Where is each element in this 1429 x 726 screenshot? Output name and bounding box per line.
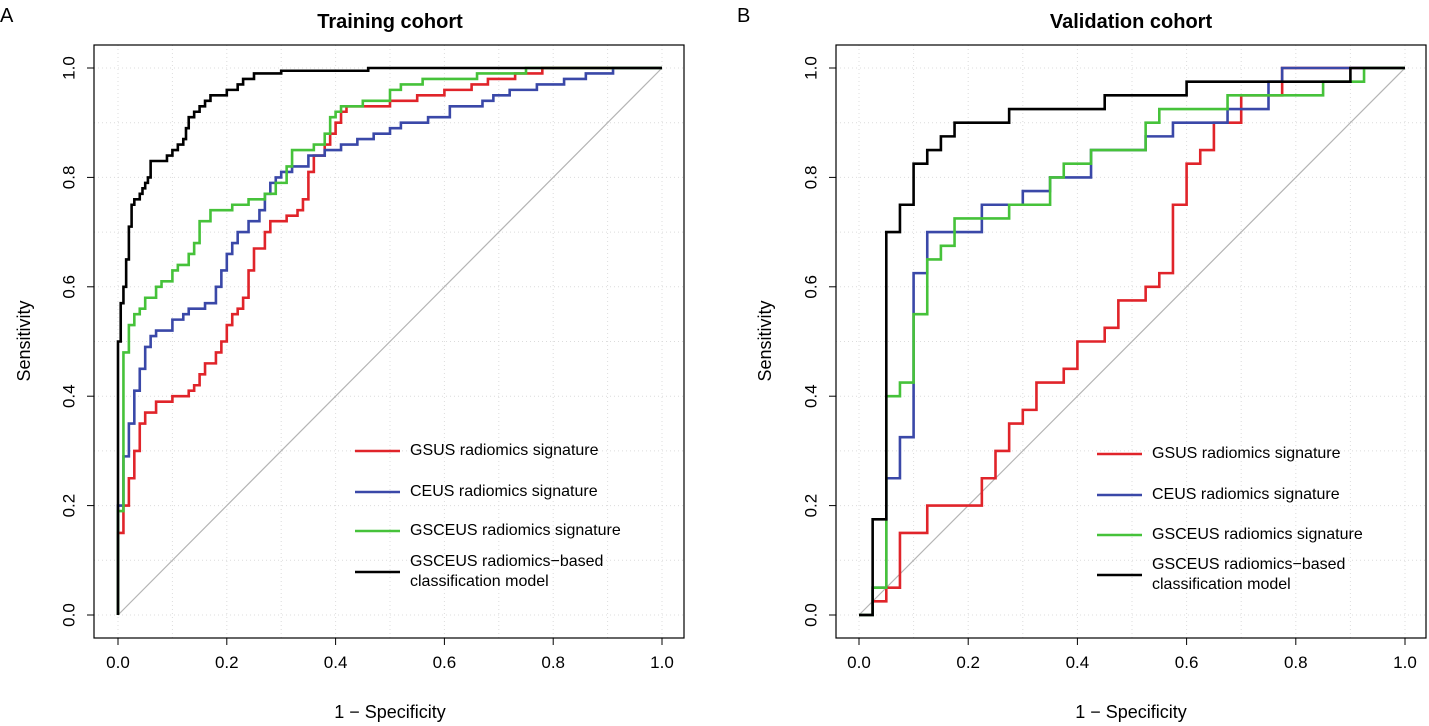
plot-frame bbox=[93, 44, 685, 639]
x-axis-label: 1 − Specificity bbox=[334, 702, 446, 722]
y-tick-label: 1.0 bbox=[59, 56, 78, 80]
chart-panel-2: B Validation cohort 0.0 0.0 0.2 0.2 0.4 0.4 0.6 0… bbox=[737, 5, 1427, 722]
y-tick-label: 1.0 bbox=[801, 56, 820, 80]
legend-label: classification model bbox=[1152, 576, 1291, 593]
x-tick-label: 0.0 bbox=[847, 653, 871, 672]
roc-curve-model bbox=[116, 66, 662, 615]
legend-label: GSCEUS radiomics−based bbox=[410, 553, 603, 570]
legend-label: GSUS radiomics signature bbox=[1152, 445, 1341, 462]
x-tick-label: 0.0 bbox=[106, 653, 130, 672]
chart-title: Validation cohort bbox=[1050, 11, 1213, 33]
legend-label: CEUS radiomics signature bbox=[1152, 486, 1340, 503]
x-tick-label: 1.0 bbox=[1393, 653, 1417, 672]
roc-curve-gsceus bbox=[859, 66, 1405, 617]
y-tick-label: 0.6 bbox=[801, 275, 820, 299]
y-tick-label: 0.8 bbox=[59, 166, 78, 190]
panel-letter: B bbox=[737, 5, 750, 27]
legend-label: classification model bbox=[410, 573, 549, 590]
roc-curve-gsceus bbox=[116, 66, 662, 615]
y-tick-label: 0.4 bbox=[801, 384, 820, 408]
roc-curve-ceus bbox=[859, 66, 1405, 617]
legend: GSUS radiomics signature CEUS radiomics s… bbox=[355, 442, 621, 590]
roc-curve-model bbox=[859, 66, 1405, 617]
legend-label: GSCEUS radiomics signature bbox=[1152, 526, 1363, 543]
y-tick-label: 0.4 bbox=[59, 384, 78, 408]
y-tick-label: 0.0 bbox=[59, 603, 78, 627]
y-tick-label: 0.8 bbox=[801, 166, 820, 190]
reference-diagonal-line bbox=[858, 67, 1406, 616]
x-tick-label: 0.2 bbox=[956, 653, 980, 672]
chart-title: Training cohort bbox=[317, 11, 463, 33]
legend: GSUS radiomics signature CEUS radiomics s… bbox=[1097, 445, 1363, 593]
panel-letter: A bbox=[0, 5, 14, 27]
roc-curve-gsus bbox=[859, 66, 1405, 617]
legend-label: GSCEUS radiomics signature bbox=[410, 522, 621, 539]
legend-label: CEUS radiomics signature bbox=[410, 483, 598, 500]
chart-panel-1: A Training cohort 0.0 0.0 0.2 0.2 0.4 0.4 0.6 0.6… bbox=[0, 5, 685, 722]
legend-label: GSCEUS radiomics−based bbox=[1152, 556, 1345, 573]
x-tick-label: 1.0 bbox=[650, 653, 674, 672]
y-tick-label: 0.2 bbox=[801, 494, 820, 518]
y-tick-label: 0.6 bbox=[59, 275, 78, 299]
plot-frame bbox=[835, 44, 1427, 639]
x-tick-label: 0.6 bbox=[433, 653, 457, 672]
x-tick-label: 0.8 bbox=[1284, 653, 1308, 672]
x-tick-label: 0.8 bbox=[541, 653, 565, 672]
x-tick-label: 0.4 bbox=[324, 653, 348, 672]
y-axis-label: Sensitivity bbox=[14, 300, 34, 381]
x-tick-label: 0.2 bbox=[215, 653, 239, 672]
y-tick-label: 0.0 bbox=[801, 603, 820, 627]
y-tick-label: 0.2 bbox=[59, 494, 78, 518]
legend-label: GSUS radiomics signature bbox=[410, 442, 599, 459]
y-axis-label: Sensitivity bbox=[755, 300, 775, 381]
x-axis-label: 1 − Specificity bbox=[1075, 702, 1187, 722]
x-tick-label: 0.4 bbox=[1066, 653, 1090, 672]
reference-diagonal-line bbox=[117, 67, 663, 616]
x-tick-label: 0.6 bbox=[1175, 653, 1199, 672]
